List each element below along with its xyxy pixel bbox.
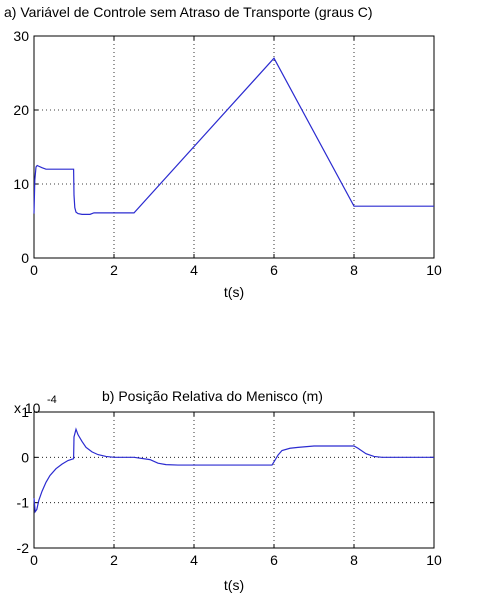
panel-b-xtick-label: 0 [30,552,38,568]
panel-b-ytick-label: -1 [17,495,30,511]
panel-b-xtick-label: 2 [110,552,118,568]
panel-b: x 10 -4 b) Posição Relativa do Menisco (… [14,388,442,593]
panel-a-xtick-label: 2 [110,262,118,278]
panel-b-grid [34,412,434,548]
panel-a-xtick-label: 6 [270,262,278,278]
panel-a-xtick-label: 8 [350,262,358,278]
panel-a-xtick-label: 4 [190,262,198,278]
panel-b-ytick-label: -2 [17,540,30,556]
panel-a-ytick-label: 20 [13,102,29,118]
panel-a-title: a) Variável de Controle sem Atraso de Tr… [4,4,373,20]
panel-b-xtick-label: 4 [190,552,198,568]
panel-a: a) Variável de Controle sem Atraso de Tr… [4,4,442,300]
panel-a-xtick-label: 10 [426,262,442,278]
panel-b-xlabel: t(s) [224,577,244,593]
panel-b-xtick-label: 8 [350,552,358,568]
panel-b-ytick-label: 1 [21,404,29,420]
panel-a-frame [33,35,435,259]
panel-a-xlabel: t(s) [224,284,244,300]
panel-b-title: b) Posição Relativa do Menisco (m) [102,388,323,404]
panel-a-grid [34,36,434,258]
panel-b-ticks: 0 2 4 6 8 10 -2 -1 0 1 [17,404,442,568]
panel-b-xtick-label: 10 [426,552,442,568]
panel-a-series-line [33,57,434,215]
panel-a-ytick-label: 30 [13,28,29,44]
panel-a-ytick-label: 10 [13,176,29,192]
panel-a-xtick-label: 0 [30,262,38,278]
panel-a-ticks: 0 2 4 6 8 10 0 10 20 30 [13,28,442,278]
panel-b-ytick-label: 0 [21,449,29,465]
panel-b-series-line [33,427,434,514]
panel-a-ytick-label: 0 [21,250,29,266]
panel-b-xtick-label: 6 [270,552,278,568]
panel-b-scale-exponent: -4 [47,394,57,406]
panel-b-frame [33,411,435,549]
